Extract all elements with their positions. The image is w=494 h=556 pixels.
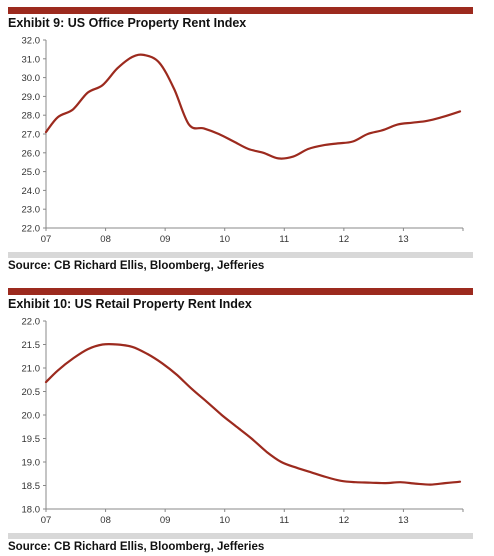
y-tick-label: 21.0	[22, 364, 41, 375]
chart-source: Source: CB Richard Ellis, Bloomberg, Jef…	[8, 260, 265, 272]
y-tick-label: 19.5	[22, 434, 41, 445]
x-tick-label: 07	[41, 234, 52, 245]
y-tick-label: 19.0	[22, 458, 41, 469]
source-rule	[8, 533, 473, 539]
source-rule	[8, 252, 473, 258]
y-tick-label: 28.0	[22, 111, 41, 122]
x-tick-label: 08	[100, 515, 111, 526]
top-rule	[8, 7, 473, 14]
y-tick-label: 26.0	[22, 148, 41, 159]
y-tick-label: 22.0	[22, 317, 41, 328]
x-tick-label: 11	[279, 515, 289, 526]
y-tick-label: 20.0	[22, 411, 41, 422]
top-rule	[8, 288, 473, 295]
x-tick-label: 08	[100, 234, 111, 245]
series-line	[44, 342, 462, 486]
y-tick-label: 24.0	[22, 186, 41, 197]
y-tick-label: 18.5	[22, 481, 41, 492]
x-tick-label: 12	[339, 515, 350, 526]
x-tick-label: 07	[41, 515, 52, 526]
x-tick-label: 10	[219, 515, 230, 526]
y-tick-label: 23.0	[22, 205, 41, 216]
chart-office-rent: 32.0 31.0 30.0 29.0 28.0 27.0 26.0 25.0 24.0 23.0…	[22, 36, 464, 245]
y-tick-label: 20.5	[22, 387, 41, 398]
y-tick-label: 30.0	[22, 73, 41, 84]
series-line	[44, 53, 462, 160]
chart-title: Exhibit 10: US Retail Property Rent Inde…	[8, 297, 252, 311]
x-tick-label: 09	[160, 234, 171, 245]
y-tick-label: 21.5	[22, 340, 41, 351]
y-tick-label: 29.0	[22, 92, 41, 103]
exhibit-9: Exhibit 9: US Office Property Rent Index…	[8, 7, 473, 273]
chart-source: Source: CB Richard Ellis, Bloomberg, Jef…	[8, 541, 265, 553]
x-tick-label: 13	[398, 515, 409, 526]
y-tick-label: 18.0	[22, 505, 41, 516]
y-tick-label: 31.0	[22, 54, 41, 65]
chart-retail-rent: 22.0 21.5 21.0 20.5 20.0 19.5 19.0 18.5 18.007 08…	[22, 317, 464, 526]
x-tick-label: 13	[398, 234, 409, 245]
chart-title: Exhibit 9: US Office Property Rent Index	[8, 16, 247, 30]
y-tick-label: 22.0	[22, 224, 41, 235]
y-tick-label: 32.0	[22, 36, 41, 47]
y-tick-label: 27.0	[22, 130, 41, 141]
exhibit-10: Exhibit 10: US Retail Property Rent Inde…	[8, 288, 473, 554]
x-tick-label: 09	[160, 515, 171, 526]
x-tick-label: 12	[339, 234, 350, 245]
x-tick-label: 10	[219, 234, 230, 245]
x-tick-label: 11	[279, 234, 289, 245]
y-tick-label: 25.0	[22, 167, 41, 178]
